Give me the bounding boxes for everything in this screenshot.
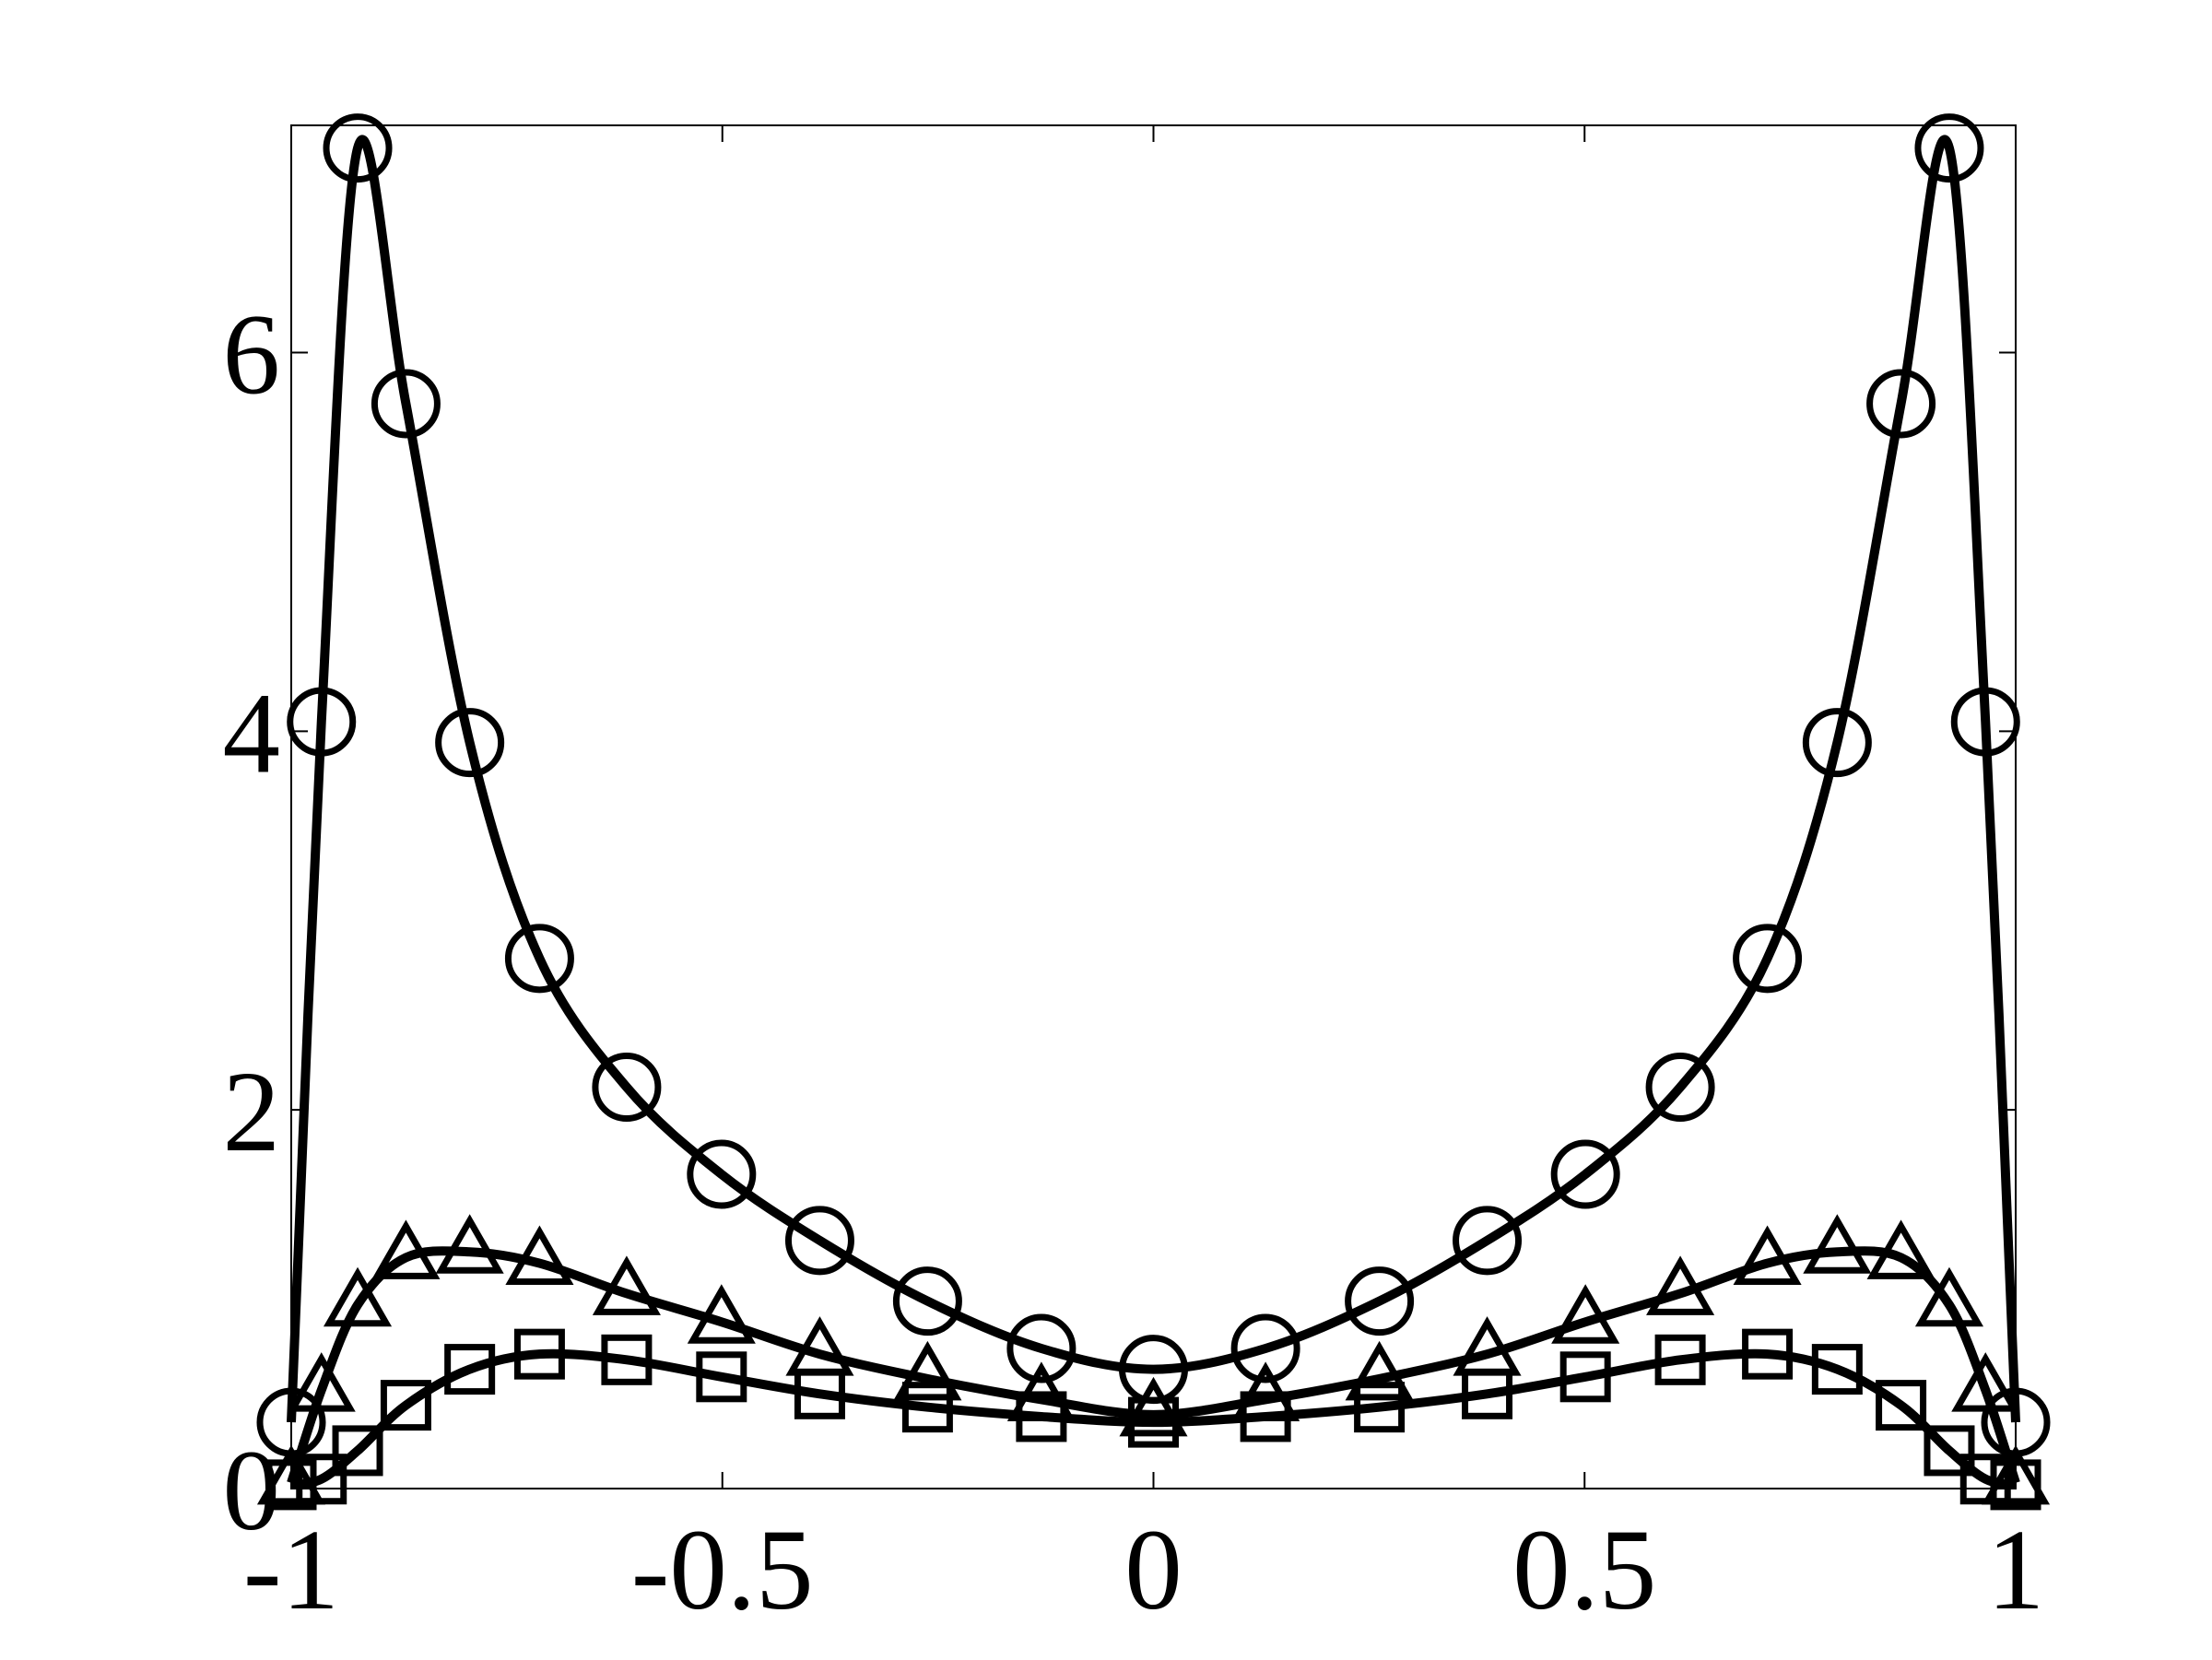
circle-marker <box>1453 1206 1523 1276</box>
circle-marker <box>1866 369 1936 439</box>
circle-marker <box>687 1139 757 1209</box>
circle-marker <box>1006 1313 1077 1383</box>
square-marker <box>1462 1368 1513 1419</box>
square-marker <box>296 1454 347 1505</box>
square-marker <box>1559 1351 1611 1403</box>
square-marker <box>1742 1328 1794 1380</box>
series-line <box>287 135 2020 1423</box>
circle-marker <box>1914 113 1984 183</box>
circle-marker <box>287 687 357 757</box>
square-marker <box>1354 1382 1406 1433</box>
triangle-marker <box>323 1266 393 1327</box>
square-marker <box>332 1425 383 1477</box>
triangle-marker <box>1345 1340 1414 1401</box>
triangle-marker <box>592 1255 661 1315</box>
circle-marker <box>435 708 505 778</box>
square-marker <box>1654 1334 1706 1385</box>
circle-marker <box>1733 924 1803 994</box>
x-tick-label: -0.5 <box>631 1507 814 1634</box>
circle-marker <box>892 1266 962 1336</box>
square-marker <box>794 1368 845 1419</box>
circle-marker <box>1802 708 1872 778</box>
circle-marker <box>1645 1053 1715 1123</box>
square-marker <box>696 1351 747 1403</box>
square-marker <box>1128 1396 1179 1448</box>
circle-marker <box>1345 1266 1415 1336</box>
y-tick-label: 4 <box>223 670 281 797</box>
triangle-marker <box>287 1352 356 1412</box>
triangle-marker <box>1646 1255 1715 1315</box>
square-marker <box>1990 1459 2041 1511</box>
x-tick-label: -1 <box>243 1507 339 1634</box>
square-marker <box>1016 1391 1067 1442</box>
series-line <box>290 1348 2017 1489</box>
triangle-marker <box>1914 1266 1984 1327</box>
y-tick-label: 2 <box>223 1049 281 1176</box>
square-marker <box>1876 1380 1927 1431</box>
square-marker <box>513 1328 565 1380</box>
triangle-marker <box>893 1340 962 1401</box>
triangle-marker <box>1951 1352 2020 1412</box>
triangle-marker <box>256 1444 326 1505</box>
triangle-marker <box>371 1219 441 1279</box>
square-marker <box>1811 1344 1863 1395</box>
circle-marker <box>504 924 574 994</box>
triangle-marker <box>1866 1219 1936 1279</box>
x-tick-label: 0 <box>1124 1507 1182 1634</box>
series-line <box>287 1246 2020 1485</box>
square-marker <box>444 1344 496 1395</box>
square-marker <box>901 1382 953 1433</box>
square-marker <box>380 1380 431 1431</box>
circle-marker <box>1230 1313 1300 1383</box>
circle-marker <box>784 1206 854 1276</box>
triangle-marker <box>435 1214 504 1274</box>
x-tick-label: 1 <box>1987 1507 2045 1634</box>
triangle-marker <box>505 1225 574 1286</box>
square-marker <box>1959 1454 2011 1505</box>
x-tick-label: 0.5 <box>1512 1507 1656 1634</box>
triangle-marker <box>1803 1214 1872 1274</box>
triangle-marker <box>687 1284 756 1344</box>
square-marker <box>265 1459 317 1511</box>
circle-marker <box>1550 1139 1620 1209</box>
triangle-marker <box>1733 1225 1802 1286</box>
triangle-marker <box>1119 1376 1188 1437</box>
circle-marker <box>371 369 441 439</box>
circle-marker <box>323 113 393 183</box>
square-marker <box>601 1334 653 1385</box>
triangle-marker <box>1551 1284 1620 1344</box>
circle-marker <box>1950 687 2020 757</box>
square-marker <box>1924 1425 1975 1477</box>
y-tick-label: 6 <box>223 292 281 419</box>
square-marker <box>1240 1391 1291 1442</box>
circle-marker <box>592 1053 662 1123</box>
triangle-marker <box>1981 1444 2051 1505</box>
